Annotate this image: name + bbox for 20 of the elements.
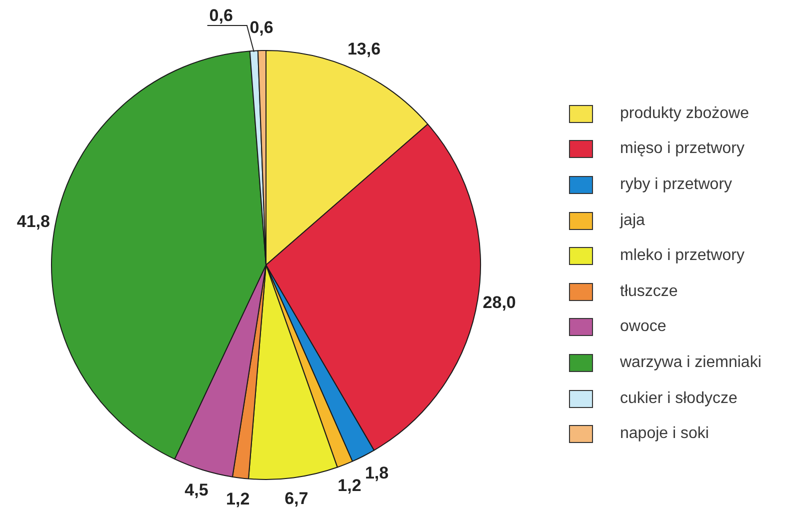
data-label: 6,7	[284, 489, 308, 508]
data-label: 28,0	[482, 293, 516, 312]
data-label: 0,6	[250, 18, 274, 38]
data-label: 0,6	[209, 6, 233, 26]
legend-label: napoje i soki	[620, 425, 709, 444]
data-label: 41,8	[16, 212, 50, 231]
legend-label: jaja	[620, 212, 645, 230]
legend-label: mleko i przetwory	[620, 247, 744, 266]
data-label: 1,8	[364, 464, 389, 483]
legend-label: tłuszcze	[620, 282, 678, 301]
data-label: 1,2	[226, 490, 250, 509]
legend-label: ryby i przetwory	[620, 176, 732, 194]
legend-label: produkty zbożowe	[620, 104, 749, 123]
legend-label: owoce	[620, 318, 666, 336]
data-label: 1,2	[338, 476, 362, 495]
legend-label: warzywa i ziemniaki	[620, 354, 762, 372]
legend-label: mięso i przetwory	[620, 140, 744, 158]
data-label: 4,5	[184, 480, 208, 500]
legend-label: cukier i słodycze	[620, 390, 738, 408]
data-label: 13,6	[347, 39, 381, 58]
